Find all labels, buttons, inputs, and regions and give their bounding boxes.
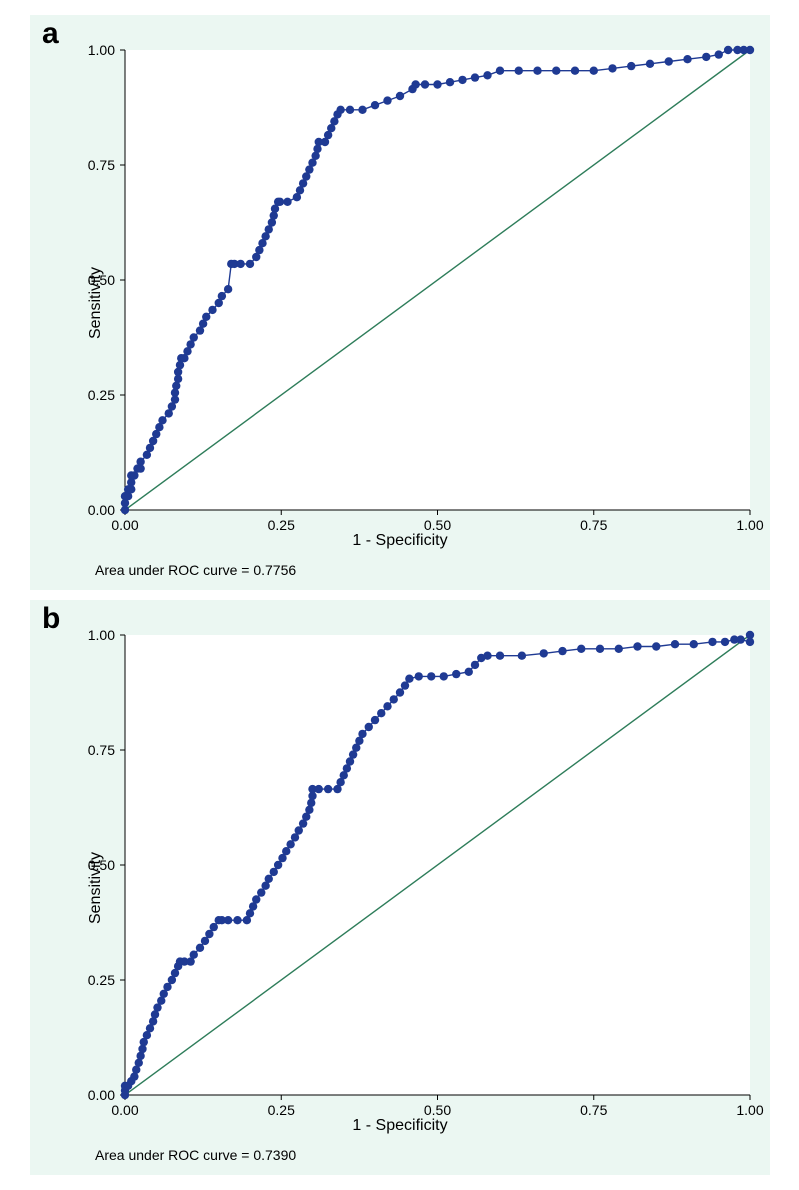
svg-text:0.50: 0.50	[424, 1102, 451, 1118]
chart-b-ylabel: Sensitivity	[87, 851, 105, 923]
svg-text:0.75: 0.75	[580, 517, 607, 533]
chart-b-wrap: 0.000.250.500.751.000.000.250.500.751.00	[30, 600, 770, 1175]
svg-text:0.25: 0.25	[268, 1102, 295, 1118]
svg-text:0.25: 0.25	[88, 387, 115, 403]
svg-text:0.25: 0.25	[268, 517, 295, 533]
chart-a-caption: Area under ROC curve = 0.7756	[95, 562, 296, 578]
svg-text:0.75: 0.75	[88, 157, 115, 173]
svg-text:1.00: 1.00	[88, 627, 115, 643]
svg-text:1.00: 1.00	[736, 517, 763, 533]
figure-page: a 0.00 0.25 0.50 0.75 1.00 0.00 0.25 0.50 0.75 1.…	[0, 0, 799, 1190]
chart-a-ylabel: Sensitivity	[87, 266, 105, 338]
panel-a-label: a	[42, 17, 59, 51]
chart-a-svg: 0.000.250.500.751.000.000.250.500.751.00	[30, 15, 770, 590]
chart-b-svg: 0.000.250.500.751.000.000.250.500.751.00	[30, 600, 770, 1175]
svg-text:0.00: 0.00	[88, 502, 115, 518]
panel-b-label: b	[42, 602, 60, 636]
svg-text:0.50: 0.50	[424, 517, 451, 533]
svg-text:1.00: 1.00	[736, 1102, 763, 1118]
svg-text:0.25: 0.25	[88, 972, 115, 988]
chart-b-xlabel: 1 - Specificity	[352, 1117, 447, 1135]
svg-text:0.00: 0.00	[88, 1087, 115, 1103]
chart-b-caption: Area under ROC curve = 0.7390	[95, 1147, 296, 1163]
svg-text:0.00: 0.00	[111, 517, 138, 533]
panel-b: b 0.000.250.500.751.000.000.250.500.751.…	[30, 600, 770, 1175]
svg-text:1.00: 1.00	[88, 42, 115, 58]
svg-text:0.75: 0.75	[88, 742, 115, 758]
chart-a-wrap: 0.000.250.500.751.000.000.250.500.751.00	[30, 15, 770, 590]
panel-a: a 0.000.250.500.751.000.000.250.500.751.…	[30, 15, 770, 590]
svg-text:0.75: 0.75	[580, 1102, 607, 1118]
svg-text:0.00: 0.00	[111, 1102, 138, 1118]
chart-a-xlabel: 1 - Specificity	[352, 532, 447, 550]
